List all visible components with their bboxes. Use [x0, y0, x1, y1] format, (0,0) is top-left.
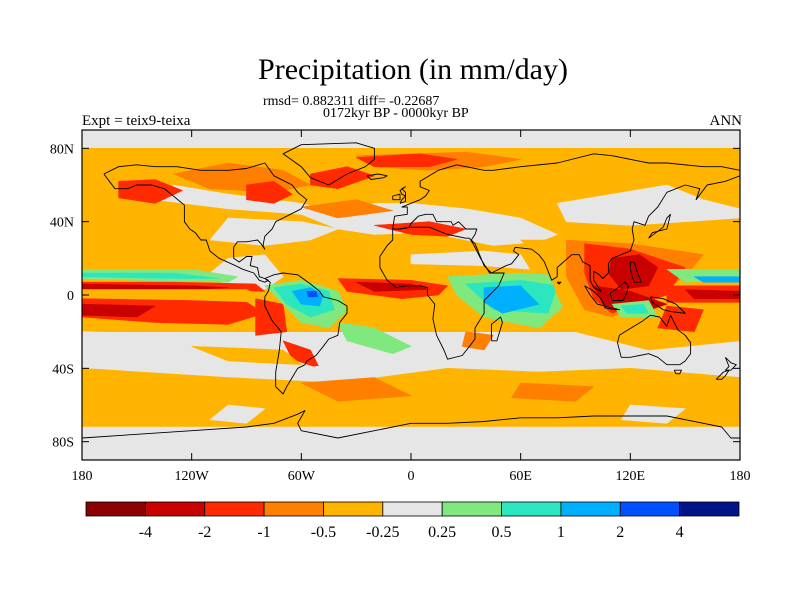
field-region [300, 377, 412, 402]
coastline [604, 305, 620, 311]
field-region [246, 181, 293, 204]
colorbar-label: 0.25 [428, 524, 456, 541]
coastline [648, 213, 671, 239]
y-tick-label: 40N [50, 216, 74, 231]
x-tick-label: 120W [175, 469, 210, 484]
colorbar-label: -4 [139, 524, 152, 541]
colorbar-swatch [144, 501, 206, 517]
coastline [399, 186, 406, 204]
colorbar-label: -2 [198, 524, 211, 541]
coastline [103, 162, 308, 283]
field-region [337, 322, 412, 355]
coastline [392, 193, 401, 201]
coastline [556, 281, 562, 285]
y-tick-label: 80N [50, 142, 74, 157]
field-region [300, 199, 394, 219]
colorbar-label: -0.5 [311, 524, 336, 541]
experiment-label: Expt = teix9-teixa [82, 113, 191, 129]
field-region [82, 272, 220, 279]
coastline [629, 261, 642, 283]
field-region [191, 345, 302, 366]
field-region [306, 290, 319, 298]
coastline [366, 173, 388, 180]
coastline [490, 316, 503, 342]
stats-line: rmsd= 0.882311 diff= -0.22687 [263, 94, 440, 109]
colorbar-swatch [85, 501, 146, 517]
map-field-layer [82, 130, 740, 460]
field-region [620, 404, 686, 424]
field-region [693, 276, 740, 283]
x-tick-label: 180 [72, 469, 93, 484]
field-region [355, 281, 430, 292]
y-tick-label: 40S [52, 362, 74, 377]
field-region [255, 298, 288, 336]
colorbar-label: 2 [616, 524, 624, 541]
field-region [620, 303, 649, 314]
field-region [684, 289, 740, 300]
colorbar-swatch [679, 501, 740, 517]
coastline [617, 314, 692, 366]
coastline [673, 369, 682, 375]
x-tick-label: 0 [408, 469, 415, 484]
colorbar-swatch [560, 501, 621, 517]
period-line: 0172kyr BP - 0000kyr BP [323, 106, 469, 121]
coastline [379, 226, 505, 360]
coastline [282, 142, 375, 186]
colorbar-swatch [441, 501, 502, 517]
axes-layer: 180 120W 60W 0 60E 120E 180 80N 40N 0 40S 80S [50, 129, 751, 484]
coastline [264, 272, 348, 395]
field-region [556, 184, 740, 226]
field-region [657, 305, 704, 333]
x-tick-label: 120E [616, 469, 646, 484]
field-region [82, 303, 156, 318]
colorbar-label: 0.5 [492, 524, 512, 541]
field-region [209, 217, 339, 246]
season-label: ANN [709, 113, 743, 129]
field-region [82, 289, 266, 300]
field-region [355, 153, 458, 167]
colorbar-swatch [204, 501, 265, 517]
chart-title: Precipitation (in mm/day) [258, 53, 568, 86]
y-tick-label: 0 [67, 289, 74, 304]
field-region [410, 250, 531, 270]
field-region [511, 382, 595, 402]
coastline [715, 369, 730, 380]
y-tick-label: 80S [52, 436, 74, 451]
coastline [392, 153, 740, 292]
coastline [724, 356, 737, 371]
x-tick-label: 180 [730, 469, 751, 484]
field-region [82, 426, 740, 460]
colorbar-swatch [619, 501, 681, 517]
x-tick-label: 60E [509, 469, 532, 484]
coastline-layer [82, 142, 740, 439]
colorbar-swatch [501, 501, 562, 517]
colorbar-swatch [263, 501, 324, 517]
coastline [609, 281, 629, 301]
colorbar-label: 4 [676, 524, 684, 541]
colorbar-label: -0.25 [366, 524, 399, 541]
colorbar-label: -1 [257, 524, 270, 541]
field-region [82, 283, 229, 290]
x-tick-label: 60W [288, 469, 316, 484]
coastline [649, 296, 686, 314]
field-region [310, 166, 375, 189]
coastline [82, 410, 740, 439]
colorbar-swatch [382, 501, 443, 517]
field-region [209, 404, 266, 424]
colorbar: -4 -2 -1 -0.5 -0.25 0.25 0.5 1 2 4 [85, 501, 740, 541]
colorbar-label: 1 [557, 524, 565, 541]
colorbar-swatch [323, 501, 384, 517]
